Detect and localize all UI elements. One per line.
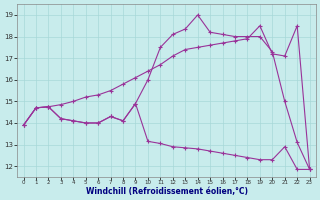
X-axis label: Windchill (Refroidissement éolien,°C): Windchill (Refroidissement éolien,°C) xyxy=(85,187,248,196)
